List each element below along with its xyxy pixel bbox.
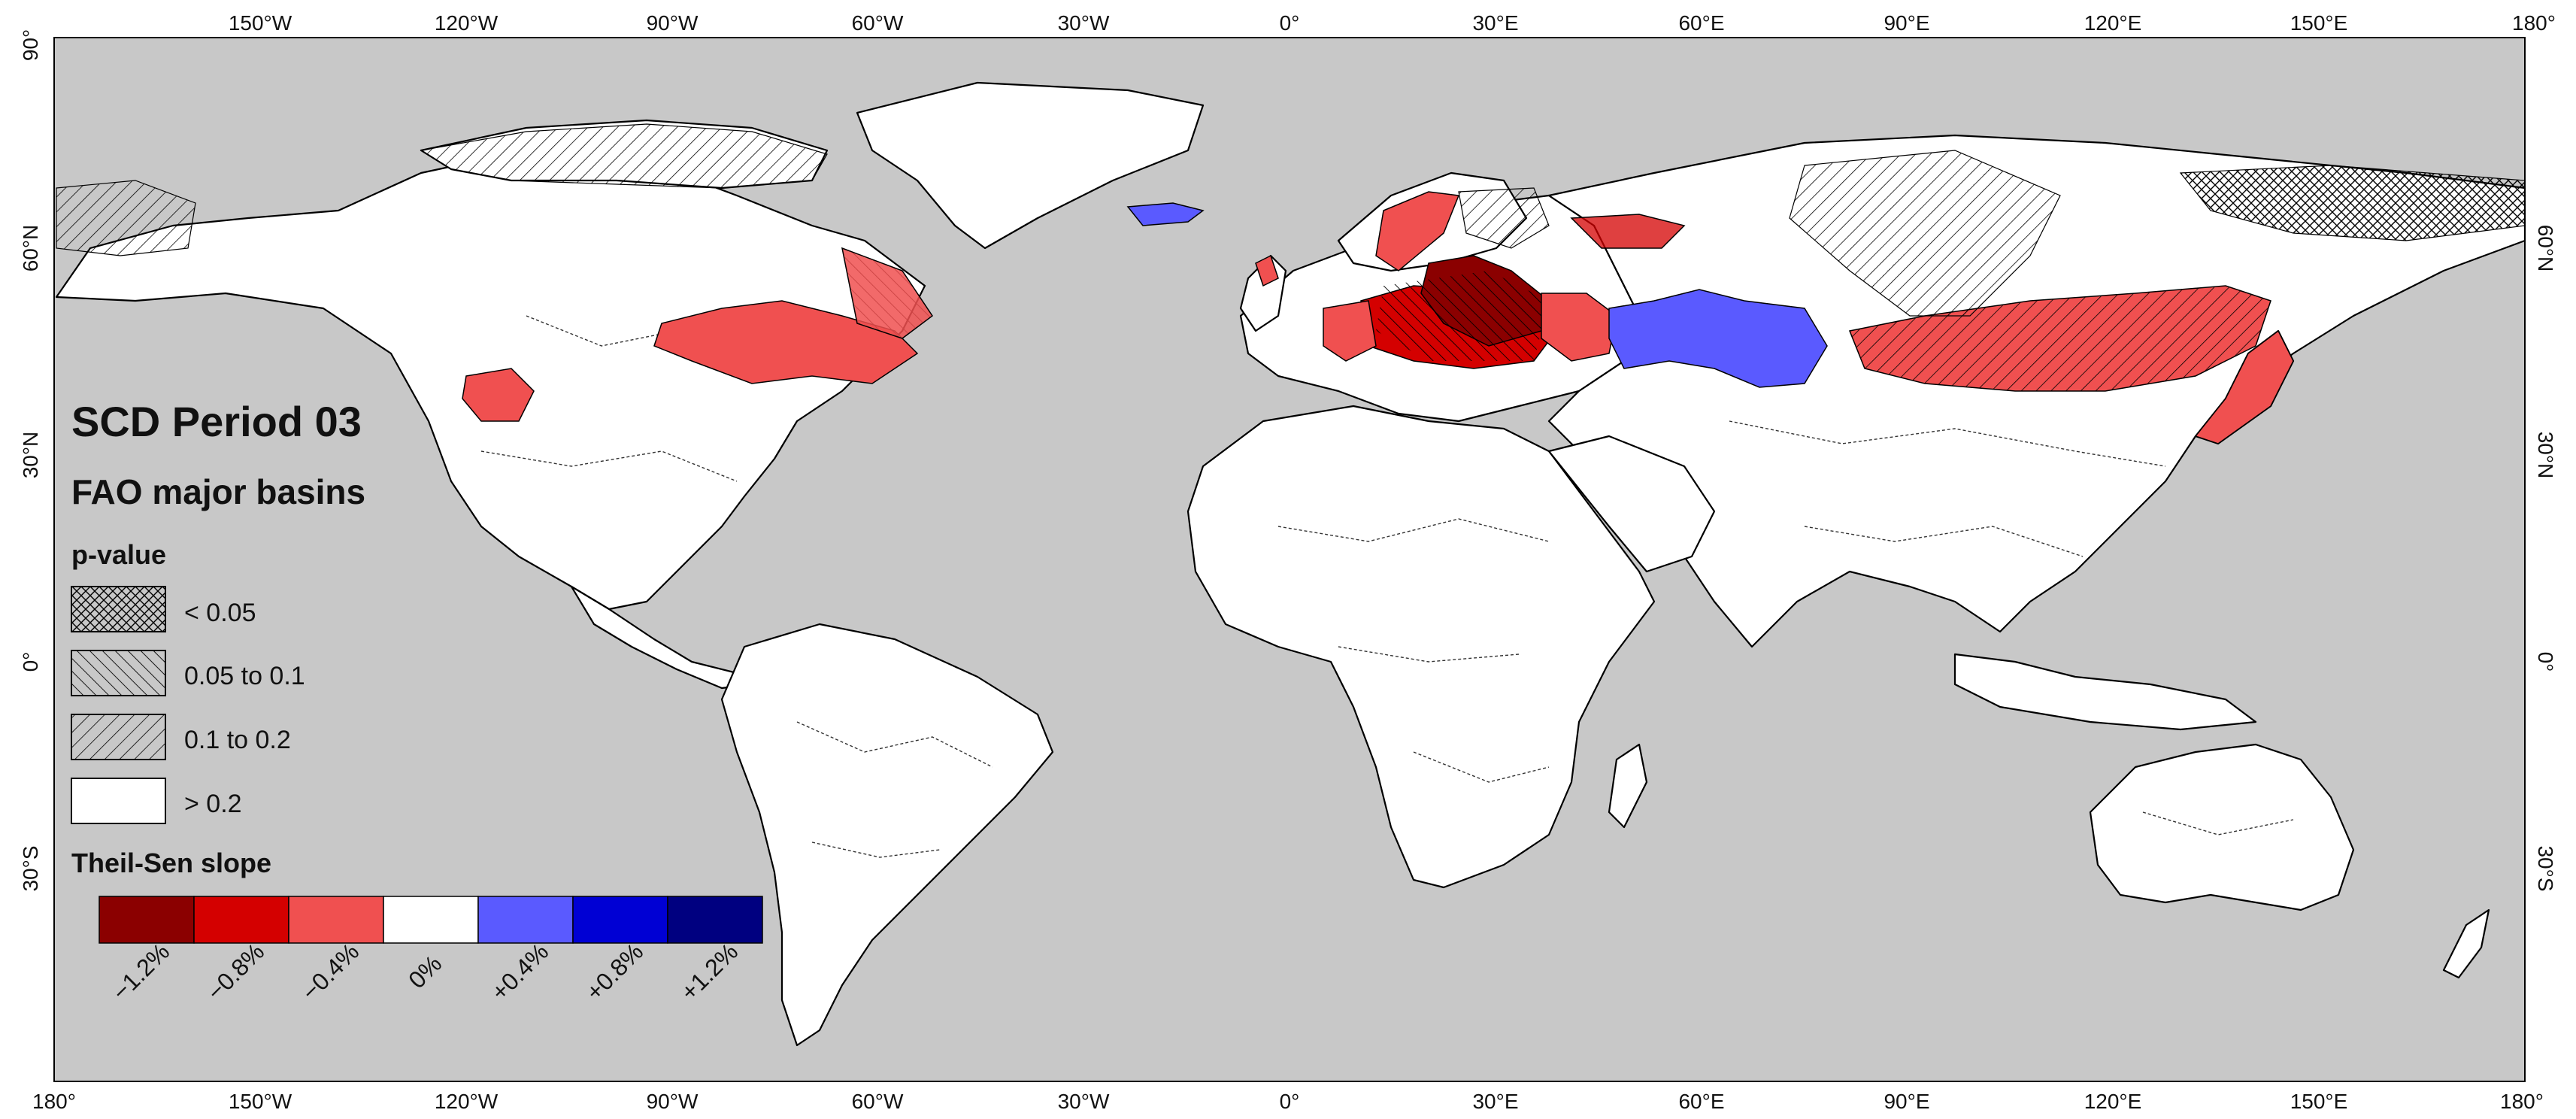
basin-fills <box>56 123 2526 444</box>
bottom-tick-label: 180° <box>2500 1090 2544 1113</box>
slope-swatch <box>98 896 195 944</box>
land-se-asia-islands <box>1953 653 2257 731</box>
bottom-tick-label: 30°W <box>1058 1090 1110 1113</box>
pvalue-label: 0.1 to 0.2 <box>184 726 291 754</box>
slope-title: Theil-Sen slope <box>71 848 271 878</box>
basin-yenisei-hatch <box>1789 150 2061 317</box>
land-australia <box>2089 743 2355 911</box>
basin-arctic-canada-hatch <box>420 123 828 189</box>
top-tick-label: 30°W <box>1058 11 1110 35</box>
basin-volga <box>1608 289 1828 388</box>
basin-japan <box>2194 329 2294 444</box>
right-axis-labels: 60°N 30°N 0° 30°S <box>2534 225 2557 892</box>
top-tick-label: 120°W <box>435 11 499 35</box>
top-tick-label: 60°E <box>1678 11 1724 35</box>
right-tick-label: 60°N <box>2534 225 2557 272</box>
bottom-tick-label: 90°W <box>647 1090 699 1113</box>
pvalue-item-forward: 0.05 to 0.1 <box>71 650 305 696</box>
land-greenland <box>856 81 1205 250</box>
slope-swatch <box>477 896 574 944</box>
slope-swatch <box>383 896 479 944</box>
map-title: SCD Period 03 <box>71 398 362 445</box>
slope-swatch <box>667 896 763 944</box>
slope-color-bar <box>98 896 763 944</box>
bottom-axis-labels: 180° 150°W 120°W 90°W 60°W 30°W 0° 30°E … <box>32 1090 2544 1113</box>
bottom-tick-label: 120°E <box>2084 1090 2142 1113</box>
top-tick-label: 90°W <box>647 11 699 35</box>
bottom-tick-label: 150°E <box>2290 1090 2348 1113</box>
bottom-tick-label: 60°E <box>1678 1090 1724 1113</box>
basin-boundaries <box>480 315 2294 858</box>
pvalue-label: < 0.05 <box>184 599 256 627</box>
bottom-tick-label: 0° <box>1280 1090 1300 1113</box>
basin-uk <box>1255 254 1279 287</box>
right-tick-label: 0° <box>2534 652 2557 672</box>
top-tick-label: 90°E <box>1884 11 1929 35</box>
basin-east-siberia-cross <box>2179 165 2526 241</box>
bottom-tick-label: 120°W <box>435 1090 499 1113</box>
basin-labrador-red <box>841 247 934 339</box>
top-axis-labels: 150°W 120°W 90°W 60°W 30°W 0° 30°E 60°E … <box>229 11 2556 35</box>
pvalue-item-back: 0.1 to 0.2 <box>71 714 291 760</box>
top-tick-label: 180° <box>2512 11 2556 35</box>
pvalue-label: 0.05 to 0.1 <box>184 662 305 690</box>
left-tick-label: 90° <box>19 29 42 61</box>
right-tick-label: 30°N <box>2534 432 2557 479</box>
pvalue-swatch-none <box>71 778 166 824</box>
top-tick-label: 0° <box>1280 11 1300 35</box>
top-tick-label: 150°E <box>2290 11 2348 35</box>
basin-great-basin <box>462 368 535 422</box>
land-madagascar <box>1608 743 1648 829</box>
basin-western-europe <box>1323 300 1377 362</box>
top-tick-label: 120°E <box>2084 11 2142 35</box>
land-south-america <box>720 623 1054 1047</box>
pvalue-item-none: > 0.2 <box>71 778 242 824</box>
pvalue-title: p-value <box>71 539 166 570</box>
pvalue-item-cross: < 0.05 <box>71 586 256 632</box>
map-subtitle: FAO major basins <box>71 472 365 511</box>
land-africa <box>1186 405 1656 889</box>
bottom-tick-label: 180° <box>32 1090 76 1113</box>
slope-swatch <box>572 896 668 944</box>
top-tick-label: 30°E <box>1472 11 1518 35</box>
right-tick-label: 30°S <box>2534 845 2557 891</box>
land-arabia <box>1547 435 1716 573</box>
top-tick-label: 60°W <box>852 11 904 35</box>
left-tick-label: 30°N <box>19 432 42 479</box>
basin-europe-hatch <box>1376 271 1549 361</box>
pvalue-swatch-forward <box>71 650 166 696</box>
left-tick-label: 30°S <box>19 845 42 891</box>
basin-ural-hatch <box>1458 187 1550 249</box>
bottom-tick-label: 60°W <box>852 1090 904 1113</box>
basin-alaska-hatch <box>56 180 196 256</box>
pvalue-swatch-back <box>71 714 166 760</box>
slope-swatch <box>288 896 384 944</box>
basin-north-dvina <box>1570 214 1686 249</box>
land-new-zealand <box>2442 908 2490 979</box>
left-tick-label: 60°N <box>19 225 42 272</box>
basin-don <box>1541 293 1617 362</box>
top-tick-label: 150°W <box>229 11 292 35</box>
pvalue-label: > 0.2 <box>184 790 242 818</box>
left-tick-label: 0° <box>19 652 42 672</box>
basin-st-lawrence <box>653 300 919 384</box>
slope-swatch <box>193 896 289 944</box>
basin-scandinavia <box>1375 191 1460 271</box>
bottom-tick-label: 90°E <box>1884 1090 1929 1113</box>
left-axis-labels: 90° 60°N 30°N 0° 30°S <box>19 29 42 892</box>
basin-iceland <box>1126 202 1205 226</box>
bottom-tick-label: 150°W <box>229 1090 292 1113</box>
bottom-tick-label: 30°E <box>1472 1090 1518 1113</box>
pvalue-swatch-cross <box>71 586 166 632</box>
